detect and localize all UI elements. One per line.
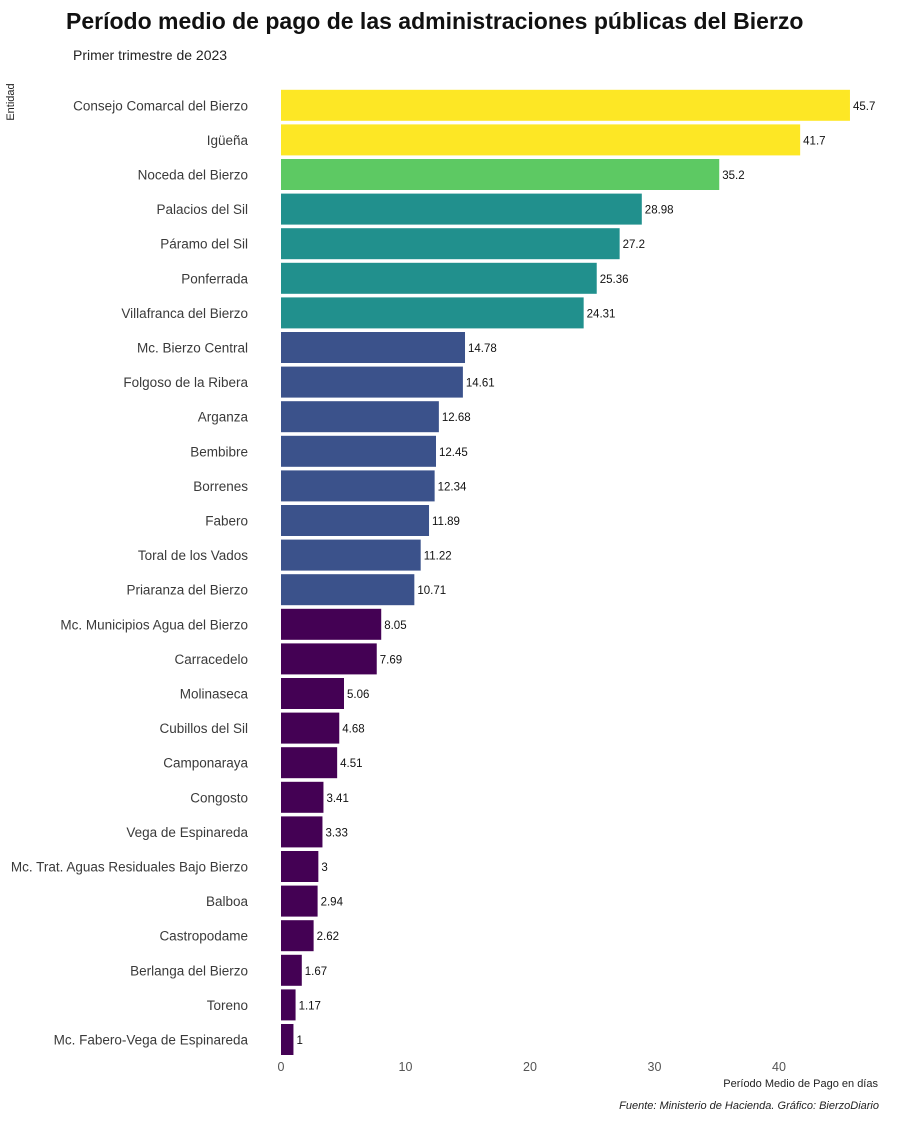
value-label: 27.2: [623, 239, 645, 251]
value-label: 12.45: [439, 447, 468, 459]
category-label: Arganza: [198, 410, 249, 425]
x-tick-label: 30: [648, 1060, 662, 1074]
category-label: Borrenes: [193, 479, 248, 494]
value-label: 12.34: [438, 481, 467, 493]
bar: [281, 885, 318, 917]
chart-subtitle: Primer trimestre de 2023: [73, 47, 228, 63]
category-label: Cubillos del Sil: [159, 721, 248, 736]
bar: [281, 678, 344, 709]
value-label: 3: [321, 862, 327, 874]
category-label: Ponferrada: [181, 271, 248, 286]
category-label: Mc. Municipios Agua del Bierzo: [60, 617, 248, 632]
category-label: Páramo del Sil: [160, 237, 248, 252]
value-label: 35.2: [722, 170, 744, 182]
bar: [281, 816, 323, 848]
category-label: Consejo Comarcal del Bierzo: [73, 98, 248, 113]
x-tick-label: 40: [772, 1060, 786, 1074]
category-label: Castropodame: [159, 929, 248, 944]
category-label: Igüeña: [207, 133, 249, 148]
category-label: Camponaraya: [163, 756, 248, 771]
category-label: Congosto: [190, 790, 248, 805]
category-label: Carracedelo: [174, 652, 248, 667]
value-label: 2.62: [317, 931, 339, 943]
category-label: Toreno: [207, 998, 248, 1013]
value-label: 8.05: [384, 620, 406, 632]
bar: [281, 332, 466, 363]
value-label: 12.68: [442, 412, 471, 424]
value-label: 1.17: [299, 1000, 321, 1012]
bar: [281, 989, 296, 1021]
bar: [281, 920, 314, 952]
category-label: Priaranza del Bierzo: [126, 583, 248, 598]
x-tick-label: 10: [399, 1060, 413, 1074]
x-tick-label: 20: [523, 1060, 537, 1074]
bar: [281, 608, 382, 640]
category-label: Mc. Fabero-Vega de Espinareda: [54, 1033, 249, 1048]
bar: [281, 781, 324, 813]
value-label: 24.31: [587, 308, 616, 320]
value-labels: 45.741.735.228.9827.225.3624.3114.7814.6…: [296, 101, 875, 1047]
value-label: 11.89: [432, 516, 460, 528]
category-label: Vega de Espinareda: [126, 825, 248, 840]
bar: [281, 366, 463, 398]
value-label: 25.36: [600, 274, 629, 286]
bar: [281, 574, 415, 606]
value-label: 3.33: [325, 827, 347, 839]
bar: [281, 435, 437, 467]
value-label: 3.41: [326, 793, 348, 805]
value-label: 28.98: [645, 205, 674, 217]
category-label: Molinaseca: [180, 687, 249, 702]
bar: [281, 643, 377, 675]
value-label: 7.69: [380, 654, 402, 666]
category-label: Folgoso de la Ribera: [123, 375, 248, 390]
bar: [281, 954, 302, 986]
bars-layer: [281, 89, 850, 1055]
x-axis-ticks: 0 10 20 30 40: [278, 1060, 786, 1074]
bar: [281, 401, 439, 433]
value-label: 14.61: [466, 378, 495, 390]
bar: [281, 297, 584, 329]
category-label: Noceda del Bierzo: [138, 168, 248, 183]
category-label: Toral de los Vados: [138, 548, 248, 563]
value-label: 1: [296, 1035, 302, 1047]
x-axis-title: Período Medio de Pago en días: [723, 1078, 878, 1090]
value-label: 4.68: [342, 724, 364, 736]
bar: [281, 747, 338, 779]
bar: [281, 539, 421, 571]
value-label: 2.94: [321, 897, 344, 909]
category-label: Bembibre: [190, 444, 248, 459]
category-labels: Consejo Comarcal del Bierzo Igüeña Noceda …: [11, 98, 249, 1047]
bar: [281, 193, 642, 225]
bar: [281, 1024, 294, 1055]
category-label: Fabero: [205, 514, 248, 529]
value-label: 11.22: [424, 551, 452, 563]
bar: [281, 228, 620, 260]
category-label: Palacios del Sil: [156, 202, 248, 217]
bar: [281, 505, 430, 536]
category-label: Mc. Bierzo Central: [137, 341, 248, 356]
bar: [281, 89, 850, 121]
y-axis-title: Entidad: [5, 83, 17, 120]
category-label: Berlanga del Bierzo: [130, 963, 248, 978]
x-tick-label: 0: [278, 1060, 285, 1074]
category-label: Mc. Trat. Aguas Residuales Bajo Bierzo: [11, 860, 248, 875]
value-label: 1.67: [305, 966, 327, 978]
bar: [281, 159, 720, 190]
value-label: 45.7: [853, 101, 875, 113]
category-label: Balboa: [206, 894, 249, 909]
bar: [281, 851, 319, 882]
value-label: 5.06: [347, 689, 369, 701]
value-label: 41.7: [803, 135, 825, 147]
chart-title: Período medio de pago de las administrac…: [66, 8, 804, 34]
category-label: Villafranca del Bierzo: [121, 306, 248, 321]
bar: [281, 470, 435, 502]
bar: [281, 712, 340, 744]
bar: [281, 124, 801, 156]
value-label: 4.51: [340, 758, 362, 770]
chart-caption: Fuente: Ministerio de Hacienda. Gráfico:…: [619, 1100, 879, 1112]
value-label: 14.78: [468, 343, 497, 355]
value-label: 10.71: [417, 585, 446, 597]
bar: [281, 262, 597, 294]
